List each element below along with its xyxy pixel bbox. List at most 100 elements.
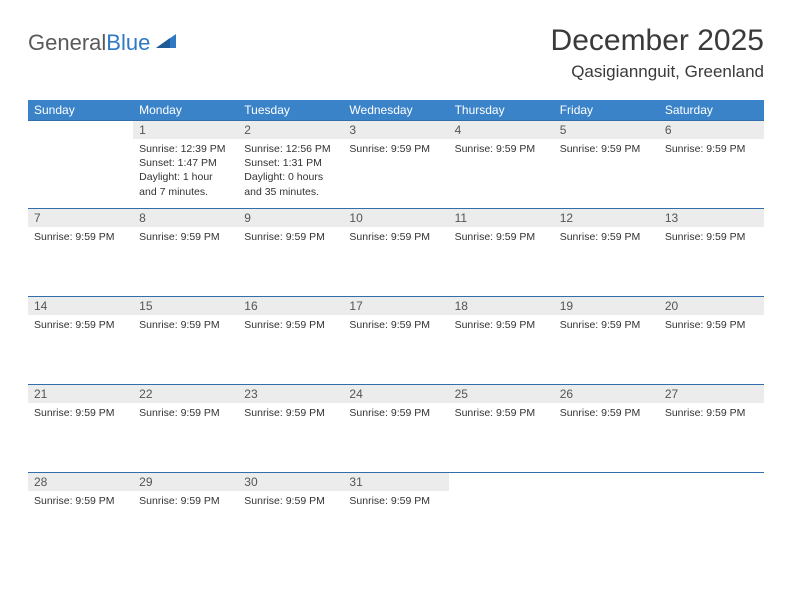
brand-part2: Blue [106, 30, 150, 55]
day-line: Sunrise: 9:59 PM [665, 142, 758, 156]
day-line: Sunrise: 9:59 PM [349, 318, 442, 332]
day-cell: 20Sunrise: 9:59 PM [659, 297, 764, 385]
day-body: Sunrise: 9:59 PM [449, 315, 554, 332]
month-title: December 2025 [551, 24, 764, 58]
day-cell: 8 Sunrise: 9:59 PM [133, 209, 238, 297]
day-line: Sunrise: 9:59 PM [34, 318, 127, 332]
day-body: Sunrise: 9:59 PM [554, 227, 659, 244]
calendar-table: SundayMondayTuesdayWednesdayThursdayFrid… [28, 100, 764, 543]
day-body: Sunrise: 9:59 PM [343, 491, 448, 508]
day-body: Sunrise: 9:59 PM [554, 403, 659, 420]
day-body: Sunrise: 9:59 PM [28, 227, 133, 244]
day-number: 29 [133, 473, 238, 491]
day-line: Sunrise: 9:59 PM [560, 142, 653, 156]
day-cell: 19 Sunrise: 9:59 PM [554, 297, 659, 385]
day-line: Sunset: 1:47 PM [139, 156, 232, 170]
day-number: 26 [554, 385, 659, 403]
day-number: 19 [554, 297, 659, 315]
day-number: 8 [133, 209, 238, 227]
day-body: Sunrise: 9:59 PM [28, 315, 133, 332]
day-number: 11 [449, 209, 554, 227]
day-number: 12 [554, 209, 659, 227]
day-cell [28, 121, 133, 209]
header: GeneralBlue December 2025 Qasigiannguit,… [28, 24, 764, 82]
day-number: 22 [133, 385, 238, 403]
day-cell: 15Sunrise: 9:59 PM [133, 297, 238, 385]
day-number: 27 [659, 385, 764, 403]
day-body: Sunrise: 12:56 PMSunset: 1:31 PMDaylight… [238, 139, 343, 199]
day-line: Sunset: 1:31 PM [244, 156, 337, 170]
day-header: Sunday [28, 100, 133, 121]
day-line: Sunrise: 9:59 PM [455, 142, 548, 156]
day-line: Daylight: 1 hour and 7 minutes. [139, 170, 232, 198]
day-cell [449, 473, 554, 543]
brand-logo: GeneralBlue [28, 30, 178, 56]
day-cell: 21 Sunrise: 9:59 PM [28, 385, 133, 473]
day-number: 13 [659, 209, 764, 227]
day-body: Sunrise: 9:59 PM [659, 315, 764, 332]
day-body: Sunrise: 9:59 PM [449, 227, 554, 244]
day-number: 24 [343, 385, 448, 403]
day-line: Sunrise: 9:59 PM [349, 406, 442, 420]
day-line: Sunrise: 9:59 PM [665, 406, 758, 420]
day-number: 9 [238, 209, 343, 227]
title-block: December 2025 Qasigiannguit, Greenland [551, 24, 764, 82]
day-cell: 9 Sunrise: 9:59 PM [238, 209, 343, 297]
day-number: 2 [238, 121, 343, 139]
day-number: 14 [28, 297, 133, 315]
day-number: 3 [343, 121, 448, 139]
day-line: Sunrise: 9:59 PM [34, 406, 127, 420]
day-line: Sunrise: 9:59 PM [139, 230, 232, 244]
day-line: Sunrise: 9:59 PM [560, 406, 653, 420]
day-body: Sunrise: 9:59 PM [343, 227, 448, 244]
day-number: 4 [449, 121, 554, 139]
day-line: Sunrise: 9:59 PM [349, 142, 442, 156]
day-cell: 29Sunrise: 9:59 PM [133, 473, 238, 543]
day-cell: 31Sunrise: 9:59 PM [343, 473, 448, 543]
day-cell: 1Sunrise: 12:39 PMSunset: 1:47 PMDayligh… [133, 121, 238, 209]
day-body: Sunrise: 9:59 PM [28, 403, 133, 420]
day-cell: 6Sunrise: 9:59 PM [659, 121, 764, 209]
day-number: 18 [449, 297, 554, 315]
day-line: Sunrise: 9:59 PM [560, 318, 653, 332]
day-line: Sunrise: 9:59 PM [244, 230, 337, 244]
day-line: Sunrise: 12:56 PM [244, 142, 337, 156]
week-row: 1Sunrise: 12:39 PMSunset: 1:47 PMDayligh… [28, 121, 764, 209]
day-number [659, 473, 764, 477]
day-cell: 22 Sunrise: 9:59 PM [133, 385, 238, 473]
day-cell: 17Sunrise: 9:59 PM [343, 297, 448, 385]
day-body: Sunrise: 9:59 PM [133, 491, 238, 508]
day-cell: 26 Sunrise: 9:59 PM [554, 385, 659, 473]
day-line: Sunrise: 9:59 PM [34, 230, 127, 244]
logo-triangle-icon [156, 33, 178, 54]
day-cell: 27 Sunrise: 9:59 PM [659, 385, 764, 473]
day-body: Sunrise: 9:59 PM [133, 227, 238, 244]
day-body: Sunrise: 9:59 PM [343, 403, 448, 420]
day-cell: 5 Sunrise: 9:59 PM [554, 121, 659, 209]
day-cell: 30 Sunrise: 9:59 PM [238, 473, 343, 543]
day-line: Sunrise: 9:59 PM [455, 318, 548, 332]
day-cell [659, 473, 764, 543]
day-body: Sunrise: 9:59 PM [659, 139, 764, 156]
day-number: 21 [28, 385, 133, 403]
day-cell: 13Sunrise: 9:59 PM [659, 209, 764, 297]
day-number: 5 [554, 121, 659, 139]
day-header: Wednesday [343, 100, 448, 121]
day-line: Daylight: 0 hours and 35 minutes. [244, 170, 337, 198]
day-header: Thursday [449, 100, 554, 121]
day-body: Sunrise: 9:59 PM [238, 491, 343, 508]
week-row: 21 Sunrise: 9:59 PM 22 Sunrise: 9:59 PM 23 Su… [28, 385, 764, 473]
calendar-body: 1Sunrise: 12:39 PMSunset: 1:47 PMDayligh… [28, 121, 764, 543]
day-line: Sunrise: 9:59 PM [244, 494, 337, 508]
day-number: 30 [238, 473, 343, 491]
day-cell [554, 473, 659, 543]
day-number [28, 121, 133, 125]
day-body: Sunrise: 12:39 PMSunset: 1:47 PMDaylight… [133, 139, 238, 199]
day-number: 23 [238, 385, 343, 403]
day-header: Saturday [659, 100, 764, 121]
day-cell: 4 Sunrise: 9:59 PM [449, 121, 554, 209]
day-cell: 2Sunrise: 12:56 PMSunset: 1:31 PMDayligh… [238, 121, 343, 209]
day-line: Sunrise: 9:59 PM [139, 406, 232, 420]
day-body: Sunrise: 9:59 PM [28, 491, 133, 508]
day-number: 25 [449, 385, 554, 403]
